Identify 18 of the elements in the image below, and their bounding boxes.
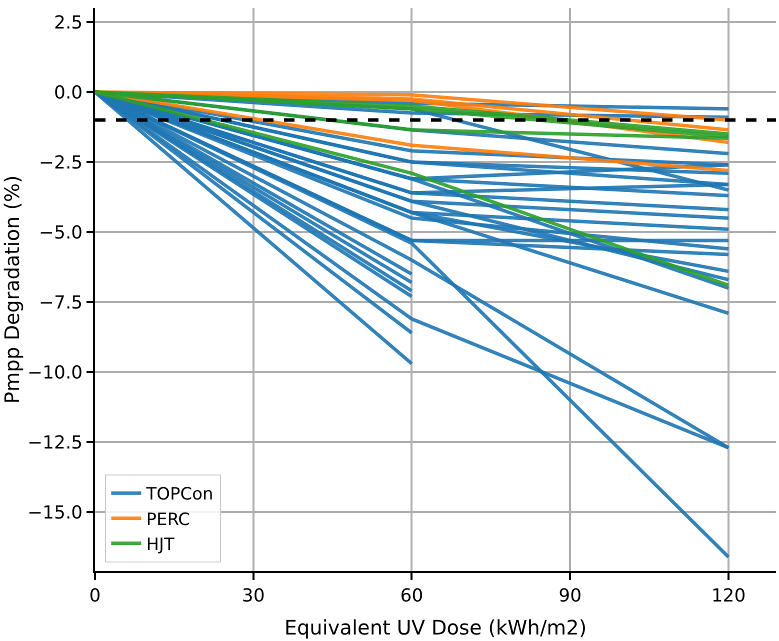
x-tick-label: 120 [711,585,746,606]
x-tick-label: 60 [400,585,424,606]
y-tick-label: −10.0 [27,362,83,384]
x-tick-label: 90 [558,585,582,606]
x-tick-label: 30 [242,585,265,606]
y-tick-label: −12.5 [27,432,83,454]
y-tick-label: 0.0 [54,82,83,104]
x-tick-label: 0 [89,585,101,606]
x-axis-title: Equivalent UV Dose (kWh/m2) [284,615,587,640]
y-tick-label: −2.5 [38,152,83,174]
y-tick-label: −5.0 [38,222,83,244]
y-tick-label: −7.5 [38,292,83,314]
legend-label: PERC [146,510,190,530]
y-tick-label: −15.0 [27,502,83,524]
legend-label: HJT [146,534,176,555]
legend-label: TOPCon [145,484,214,505]
y-tick-label: 2.5 [54,12,83,34]
y-axis-title: Pmpp Degradation (%) [0,175,24,404]
